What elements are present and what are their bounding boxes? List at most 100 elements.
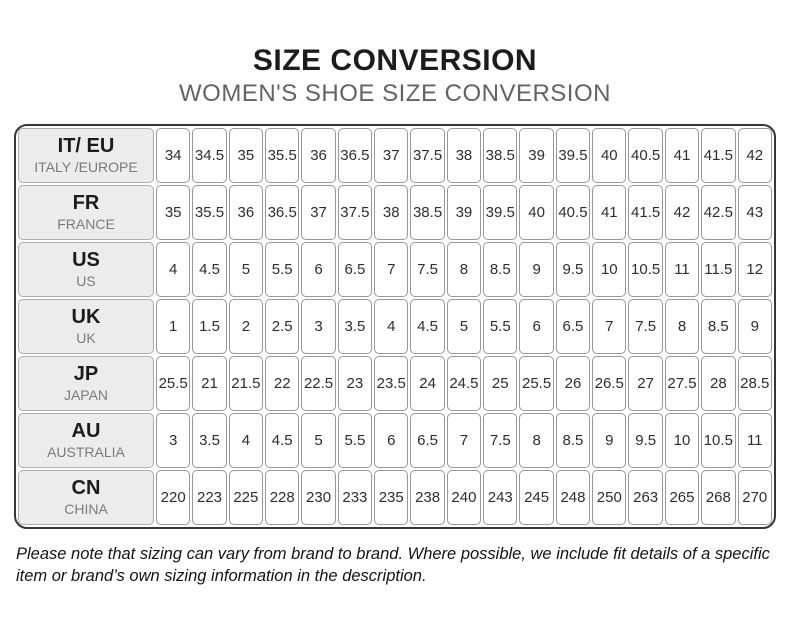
size-value: 7 — [374, 242, 409, 298]
table-row: CN CHINA 220 223 225 228 230 233 235 238 240 243 245… — [18, 470, 772, 526]
region-name: JAPAN — [63, 387, 109, 404]
size-value: 4 — [228, 413, 264, 469]
size-value: 7 — [446, 413, 482, 469]
region-name: ITALY /EUROPE — [34, 159, 138, 176]
size-value: 7 — [592, 299, 627, 355]
row-header: US US — [18, 242, 154, 298]
region-code: FR — [72, 192, 100, 215]
size-value: 250 — [592, 470, 627, 526]
size-value: 37 — [301, 185, 336, 241]
size-value: 268 — [701, 470, 736, 526]
size-value: 9 — [592, 413, 627, 469]
size-value: 22 — [265, 356, 300, 412]
size-value: 5 — [301, 413, 336, 469]
size-value: 5 — [446, 299, 482, 355]
size-value: 36.5 — [265, 185, 300, 241]
size-value: 5.5 — [337, 413, 373, 469]
size-value: 23 — [337, 356, 373, 412]
size-value: 27 — [628, 356, 663, 412]
size-value: 6.5 — [555, 299, 591, 355]
size-value: 235 — [374, 470, 409, 526]
size-value: 240 — [446, 470, 482, 526]
size-value: 36 — [228, 185, 264, 241]
region-code: CN — [71, 477, 101, 500]
size-value: 6 — [301, 242, 336, 298]
row-header: IT/ EU ITALY /EUROPE — [18, 128, 154, 184]
size-value: 38.5 — [410, 185, 445, 241]
size-value: 8 — [664, 299, 700, 355]
size-value: 230 — [301, 470, 336, 526]
size-value: 40.5 — [628, 128, 663, 184]
size-value: 40 — [519, 185, 554, 241]
size-value: 34.5 — [192, 128, 227, 184]
size-value: 28 — [701, 356, 736, 412]
size-value: 35.5 — [192, 185, 227, 241]
row-header: CN CHINA — [18, 470, 154, 526]
size-value: 9 — [737, 299, 772, 355]
size-value: 9 — [519, 242, 554, 298]
size-table: IT/ EU ITALY /EUROPE 34 34.5 35 35.5 36 36.5 37 3… — [16, 126, 774, 527]
size-value: 7.5 — [628, 299, 663, 355]
size-value: 4 — [374, 299, 409, 355]
size-value: 38 — [374, 185, 409, 241]
region-code: AU — [71, 420, 101, 443]
size-value: 35 — [228, 128, 264, 184]
size-value: 11 — [737, 413, 772, 469]
size-value: 11 — [664, 242, 700, 298]
size-value: 8 — [519, 413, 554, 469]
size-value: 8.5 — [701, 299, 736, 355]
table-row: UK UK 1 1.5 2 2.5 3 3.5 4 4.5 5 5.5 6 6.5 7 7.5 8 8.5 9 — [18, 299, 772, 355]
size-value: 9.5 — [555, 242, 591, 298]
size-value: 8 — [446, 242, 482, 298]
size-value: 223 — [192, 470, 227, 526]
size-value: 4 — [156, 242, 191, 298]
size-value: 40.5 — [555, 185, 591, 241]
size-value: 41 — [592, 185, 627, 241]
size-value: 8.5 — [555, 413, 591, 469]
size-value: 3.5 — [192, 413, 227, 469]
size-value: 39 — [446, 185, 482, 241]
size-value: 42 — [737, 128, 772, 184]
row-header: UK UK — [18, 299, 154, 355]
table-row: AU AUSTRALIA 3 3.5 4 4.5 5 5.5 6 6.5 7 7.5 8 8.5 9 9.5 1… — [18, 413, 772, 469]
size-value: 7.5 — [483, 413, 518, 469]
size-value: 4.5 — [192, 242, 227, 298]
size-value: 245 — [519, 470, 554, 526]
table-row: JP JAPAN 25.5 21 21.5 22 22.5 23 23.5 24 24.5 25 25.… — [18, 356, 772, 412]
size-value: 220 — [156, 470, 191, 526]
table-row: US US 4 4.5 5 5.5 6 6.5 7 7.5 8 8.5 9 9.5 10 10.5 11 11.5… — [18, 242, 772, 298]
region-code: JP — [73, 363, 99, 386]
region-name: UK — [76, 330, 96, 347]
size-value: 5 — [228, 242, 264, 298]
size-value: 41.5 — [628, 185, 663, 241]
size-value: 27.5 — [664, 356, 700, 412]
size-value: 10.5 — [701, 413, 736, 469]
region-code: US — [72, 249, 100, 272]
size-value: 37.5 — [410, 128, 445, 184]
size-table-body: IT/ EU ITALY /EUROPE 34 34.5 35 35.5 36 36.5 37 3… — [18, 128, 772, 526]
size-value: 3.5 — [337, 299, 373, 355]
size-value: 243 — [483, 470, 518, 526]
page-subtitle: WOMEN'S SHOE SIZE CONVERSION — [179, 80, 611, 107]
size-value: 3 — [301, 299, 336, 355]
size-value: 28.5 — [737, 356, 772, 412]
size-value: 248 — [555, 470, 591, 526]
size-value: 41.5 — [701, 128, 736, 184]
row-header: FR FRANCE — [18, 185, 154, 241]
region-name: AUSTRALIA — [47, 444, 125, 461]
size-value: 10 — [664, 413, 700, 469]
footnote: Please note that sizing can vary from br… — [16, 545, 770, 586]
table-row: FR FRANCE 35 35.5 36 36.5 37 37.5 38 38.5 39 39.5 40… — [18, 185, 772, 241]
size-value: 36 — [301, 128, 336, 184]
size-value: 4.5 — [410, 299, 445, 355]
row-header: AU AUSTRALIA — [18, 413, 154, 469]
size-value: 21 — [192, 356, 227, 412]
size-value: 1.5 — [192, 299, 227, 355]
size-value: 5.5 — [265, 242, 300, 298]
size-value: 270 — [737, 470, 772, 526]
size-value: 6.5 — [337, 242, 373, 298]
region-name: CHINA — [64, 501, 108, 518]
region-code: IT/ EU — [57, 135, 115, 158]
size-value: 265 — [664, 470, 700, 526]
row-header: JP JAPAN — [18, 356, 154, 412]
